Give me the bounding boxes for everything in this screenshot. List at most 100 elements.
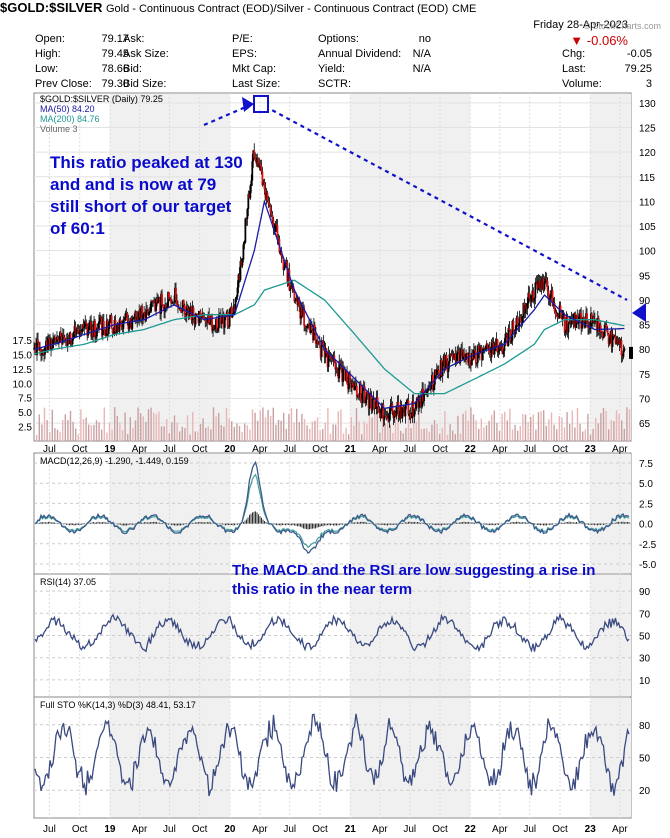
price-candle [99, 317, 102, 319]
price-candle [568, 321, 571, 324]
price-candle [473, 349, 476, 352]
price-candle [370, 396, 373, 411]
volume-bar [623, 428, 625, 441]
price-candle [266, 192, 269, 201]
price-candle [168, 292, 170, 300]
quote-label: Volume: [562, 78, 602, 90]
volume-bar [41, 424, 43, 441]
price-candle [411, 401, 414, 419]
price-candle [167, 292, 169, 307]
price-candle [368, 394, 371, 409]
volume-bar [106, 432, 108, 441]
price-candle [549, 293, 552, 302]
price-candle [405, 402, 408, 405]
volume-bar [517, 430, 519, 441]
volume-bar [309, 428, 311, 441]
volume-bar [241, 431, 243, 441]
price-candle [505, 333, 508, 335]
x-tick-label: Jul [43, 824, 56, 835]
price-candle [428, 387, 430, 389]
volume-bar [236, 423, 238, 441]
volume-bar [290, 408, 293, 441]
price-candle [537, 280, 540, 290]
price-candle [560, 310, 563, 320]
price-candle [454, 353, 457, 361]
y-tick-label: 130 [639, 99, 656, 110]
price-candle [258, 163, 261, 168]
price-candle [362, 386, 365, 388]
price-candle [517, 324, 520, 326]
price-candle [435, 368, 438, 376]
x-tick-label: Oct [432, 824, 448, 835]
price-candle [81, 324, 84, 333]
price-candle [153, 300, 156, 303]
price-candle [593, 319, 596, 323]
volume-bar [392, 433, 394, 441]
price-candle [68, 333, 71, 344]
price-candle [522, 302, 525, 318]
price-candle [158, 297, 160, 301]
volume-bar [480, 418, 482, 441]
volume-bar [519, 426, 521, 441]
price-candle [243, 242, 246, 245]
price-candle [614, 335, 617, 344]
volume-bar [371, 417, 373, 441]
price-candle [46, 340, 48, 350]
price-candle [146, 308, 149, 310]
price-candle [607, 333, 610, 344]
volume-bar [545, 425, 547, 441]
price-candle [479, 346, 482, 349]
price-candle [215, 318, 217, 327]
price-candle [323, 346, 326, 358]
price-candle [321, 340, 324, 342]
volume-bar [579, 423, 581, 441]
price-candle [80, 330, 83, 333]
price-candle [371, 398, 374, 411]
volume-bar [556, 429, 558, 441]
price-candle [219, 313, 222, 324]
price-candle [562, 314, 565, 316]
price-candle [251, 161, 254, 181]
price-candle [218, 314, 220, 329]
price-candle [272, 220, 275, 229]
price-candle [216, 318, 218, 331]
price-candle [220, 320, 223, 324]
price-candle [364, 399, 367, 403]
volume-bar [140, 413, 142, 441]
price-candle [55, 337, 57, 342]
volume-bar [426, 428, 428, 441]
volume-bar [51, 409, 53, 441]
volume-bar [145, 421, 147, 441]
price-candle [570, 318, 573, 325]
quote-label: Ask: [123, 33, 145, 45]
price-candle [222, 314, 225, 328]
price-candle [550, 290, 553, 294]
price-candle [228, 309, 231, 327]
volume-bar [316, 417, 319, 441]
momentum-annotation: The MACD and the RSI are low suggesting … [232, 562, 596, 598]
x-tick-label: Apr [492, 824, 508, 835]
price-candle [406, 400, 409, 403]
volume-bar [537, 412, 540, 441]
price-candle [269, 205, 272, 213]
price-candle [94, 320, 96, 338]
price-candle [204, 320, 207, 322]
volume-bar [337, 411, 339, 441]
volume-bar [64, 414, 66, 441]
volume-bar [267, 410, 269, 441]
x-tick-label: 23 [585, 824, 597, 835]
price-candle [37, 339, 39, 343]
volume-bar [595, 417, 597, 441]
volume-bar [103, 407, 105, 441]
price-candle [69, 333, 72, 341]
price-candle [208, 314, 211, 325]
volume-tick-label: 17.5 [13, 336, 33, 347]
price-candle [461, 349, 464, 360]
price-candle [506, 333, 509, 346]
price-candle [610, 330, 613, 347]
y-tick-label: 75 [639, 370, 651, 381]
price-candle [540, 281, 543, 290]
price-candle [622, 350, 625, 357]
volume-bar [608, 429, 610, 441]
volume-bar [483, 427, 485, 441]
